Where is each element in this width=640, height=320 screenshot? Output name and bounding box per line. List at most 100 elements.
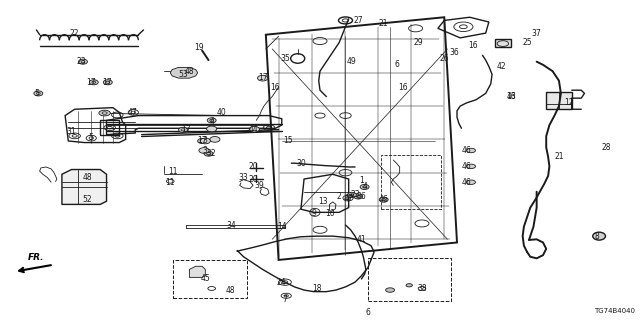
Ellipse shape [34, 91, 43, 96]
Text: 23: 23 [76, 57, 86, 66]
Text: 6: 6 [365, 308, 370, 317]
Text: 17: 17 [258, 73, 268, 82]
Text: 14: 14 [277, 222, 287, 231]
Text: 12: 12 [564, 99, 573, 108]
Text: 19: 19 [194, 43, 204, 52]
Text: 33: 33 [239, 173, 248, 182]
Bar [173, 260, 246, 298]
Ellipse shape [103, 80, 112, 85]
Ellipse shape [204, 151, 213, 156]
Ellipse shape [593, 232, 605, 240]
Text: 46: 46 [461, 162, 472, 171]
Text: 8: 8 [595, 232, 600, 241]
Text: 28: 28 [602, 143, 611, 152]
Text: 16: 16 [506, 92, 516, 101]
Text: 47: 47 [127, 108, 137, 117]
Text: 11: 11 [169, 167, 178, 176]
Polygon shape [62, 170, 106, 204]
Ellipse shape [207, 126, 217, 132]
Text: 5: 5 [88, 133, 93, 142]
Text: 49: 49 [347, 57, 356, 66]
Bar [100, 120, 119, 135]
Bar [368, 258, 451, 301]
Text: 22: 22 [70, 28, 79, 38]
Text: 20: 20 [248, 174, 258, 184]
Text: 38: 38 [417, 284, 427, 293]
Text: 42: 42 [497, 62, 506, 71]
Text: 4: 4 [209, 117, 214, 126]
Text: 7: 7 [282, 295, 287, 304]
Text: 29: 29 [414, 38, 424, 47]
Text: 52: 52 [83, 195, 92, 204]
Polygon shape [495, 39, 511, 47]
Text: 24: 24 [277, 278, 287, 287]
Text: 6: 6 [394, 60, 399, 69]
Text: 5: 5 [34, 89, 39, 98]
Text: 25: 25 [522, 38, 532, 47]
Text: 31: 31 [67, 127, 76, 136]
Ellipse shape [179, 127, 188, 132]
Ellipse shape [90, 80, 99, 85]
Text: 1: 1 [359, 176, 364, 185]
Ellipse shape [257, 75, 268, 81]
Ellipse shape [207, 118, 216, 123]
Text: 34: 34 [226, 220, 236, 229]
Text: 48: 48 [184, 67, 194, 76]
Ellipse shape [406, 284, 412, 287]
Text: 16: 16 [271, 83, 280, 92]
Text: 44: 44 [248, 125, 258, 134]
Text: 27: 27 [353, 16, 363, 25]
Text: FR.: FR. [28, 252, 45, 261]
Text: 53: 53 [178, 70, 188, 79]
Text: 39: 39 [255, 181, 264, 190]
Text: 46: 46 [461, 146, 472, 155]
Text: 17: 17 [102, 78, 111, 87]
Text: 36: 36 [449, 48, 459, 57]
Text: 47: 47 [344, 194, 353, 203]
Ellipse shape [380, 197, 388, 202]
Text: 37: 37 [532, 28, 541, 38]
Text: 48: 48 [226, 285, 236, 295]
Ellipse shape [198, 139, 207, 143]
Ellipse shape [360, 184, 369, 189]
Text: 40: 40 [216, 108, 226, 117]
Text: 17: 17 [181, 125, 191, 134]
Text: 3: 3 [203, 146, 208, 155]
Text: 16: 16 [398, 83, 408, 92]
Text: 21: 21 [379, 19, 388, 28]
Bar [546, 92, 572, 109]
Text: 21: 21 [554, 152, 564, 161]
Text: 10: 10 [324, 209, 334, 219]
Text: 18: 18 [312, 284, 321, 293]
Ellipse shape [467, 164, 476, 169]
Text: 46: 46 [379, 195, 388, 204]
Ellipse shape [386, 288, 394, 292]
Ellipse shape [199, 148, 209, 153]
Text: 17: 17 [86, 78, 95, 87]
Polygon shape [189, 266, 205, 277]
Ellipse shape [200, 138, 211, 144]
Text: 46: 46 [461, 178, 472, 187]
Text: 36: 36 [356, 192, 366, 201]
Polygon shape [170, 68, 198, 78]
Bar [381, 155, 441, 209]
Ellipse shape [354, 194, 363, 199]
Ellipse shape [79, 59, 88, 64]
Text: 41: 41 [356, 235, 366, 244]
Text: 15: 15 [284, 136, 293, 146]
Text: 13: 13 [318, 197, 328, 206]
Text: 32: 32 [207, 149, 216, 158]
Text: 2: 2 [337, 192, 342, 201]
Text: 17: 17 [197, 136, 207, 146]
Text: 30: 30 [296, 159, 306, 168]
Text: 45: 45 [200, 275, 210, 284]
Text: 3: 3 [203, 136, 208, 146]
Text: 43: 43 [506, 92, 516, 101]
Ellipse shape [467, 180, 476, 184]
Text: 48: 48 [83, 173, 92, 182]
Ellipse shape [99, 110, 110, 116]
Text: 4: 4 [362, 182, 367, 191]
Text: TG74B4040: TG74B4040 [595, 308, 636, 314]
Ellipse shape [348, 192, 356, 197]
Text: 23: 23 [350, 190, 360, 199]
